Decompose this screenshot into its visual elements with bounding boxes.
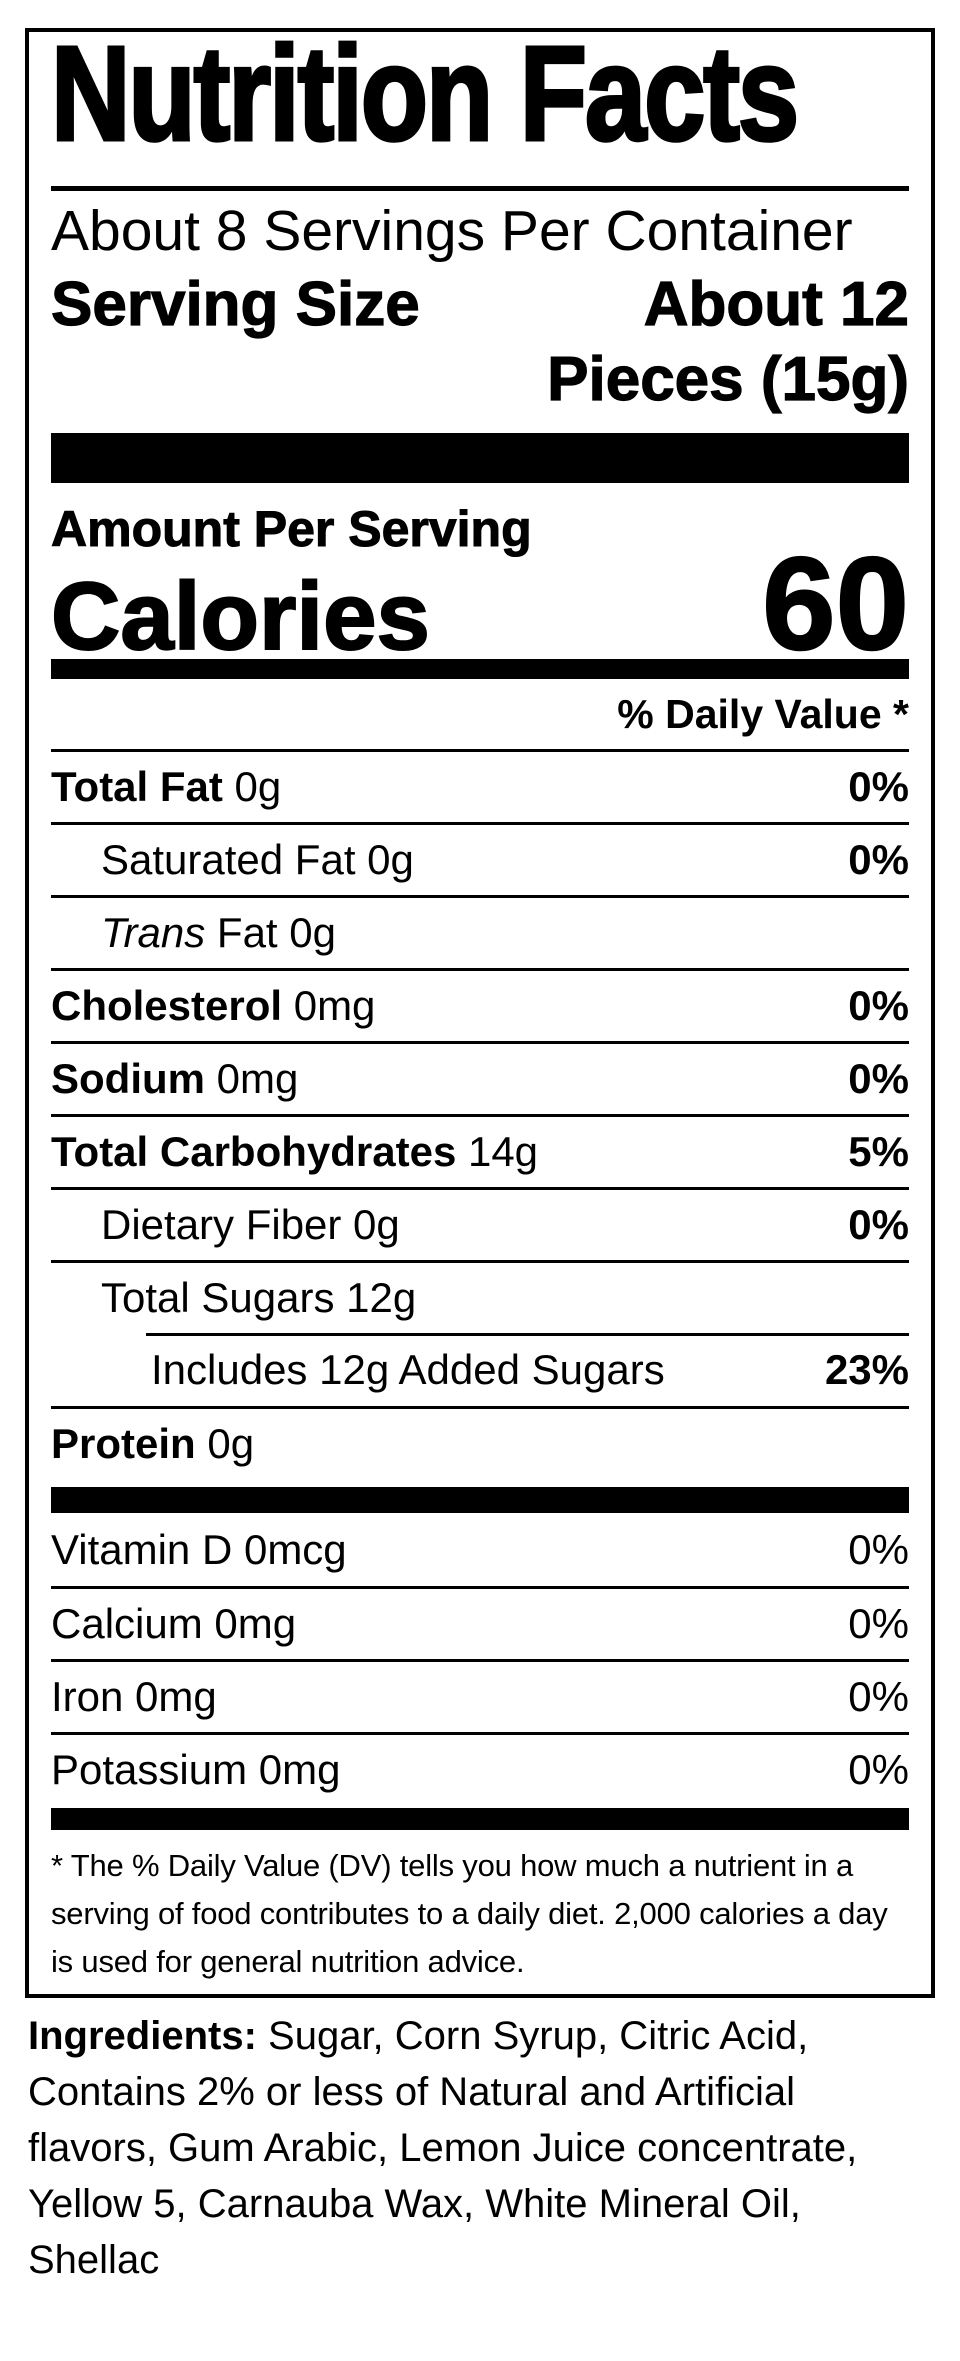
vitamin-row-iron: Iron 0mg 0%	[51, 1659, 909, 1732]
title-rule	[51, 186, 909, 191]
nutrient-dv: 0%	[848, 1673, 909, 1720]
daily-value-header: % Daily Value *	[617, 690, 909, 737]
serving-size-label: Serving Size	[50, 269, 420, 339]
nutrient-dv: 0%	[848, 763, 909, 810]
nutrient-dv: 0%	[848, 836, 909, 883]
nutrient-dv: 0%	[848, 1600, 909, 1647]
serving-size-row: Serving Size About 12 Pieces (15g)	[50, 267, 910, 417]
nutrient-name: Potassium 0mg	[51, 1746, 341, 1793]
nutrient-name: Iron 0mg	[51, 1673, 217, 1720]
nutrient-row-added-sugars: Includes 12g Added Sugars 23%	[51, 1333, 909, 1406]
divider-bar-top	[51, 433, 909, 483]
nutrient-dv: 5%	[848, 1128, 909, 1175]
nutrient-dv: 0%	[848, 1055, 909, 1102]
nutrient-row-dietary-fiber: Dietary Fiber 0g 0%	[51, 1187, 909, 1260]
footnote: * The % Daily Value (DV) tells you how m…	[51, 1848, 888, 1979]
nutrient-name: Vitamin D 0mcg	[51, 1525, 347, 1573]
nutrient-name: Dietary Fiber 0g	[101, 1201, 400, 1248]
divider-bar-calories	[51, 659, 909, 679]
nutrient-name: Cholesterol 0mg	[51, 982, 376, 1029]
nutrient-name: Sodium 0mg	[51, 1055, 299, 1102]
divider-bar-vitamins	[51, 1487, 909, 1513]
nutrient-row-total-sugars: Total Sugars 12g	[51, 1260, 909, 1333]
nutrient-dv: 0%	[848, 1746, 909, 1793]
calories-label: Calories	[50, 563, 431, 670]
nutrient-name: Total Fat 0g	[51, 763, 282, 810]
vitamin-row-vitamin-d: Vitamin D 0mcg 0%	[51, 1513, 909, 1586]
nutrient-row-trans-fat: Trans Fat 0g	[51, 895, 909, 968]
nutrient-name: Protein 0g	[51, 1420, 255, 1467]
nutrient-row-total-carbohydrates: Total Carbohydrates 14g 5%	[51, 1114, 909, 1187]
label-title-text: Nutrition Facts	[49, 17, 800, 171]
ingredients-text: Sugar, Corn Syrup, Citric Acid, Contains…	[28, 2014, 858, 2282]
nutrient-name: Saturated Fat 0g	[101, 836, 414, 883]
nutrient-name: Total Carbohydrates 14g	[51, 1128, 539, 1175]
vitamin-row-potassium: Potassium 0mg 0%	[51, 1732, 909, 1805]
nutrient-name: Trans Fat 0g	[101, 909, 336, 956]
nutrition-facts-label: Nutrition Facts About 8 Servings Per Con…	[25, 17, 935, 1998]
nutrient-dv: 0%	[848, 1201, 909, 1248]
divider-bar-footnote	[51, 1808, 909, 1830]
ingredients-label: Ingredients:	[28, 2014, 257, 2058]
nutrient-name: Includes 12g Added Sugars	[151, 1345, 665, 1393]
ingredients-section: Ingredients: Sugar, Corn Syrup, Citric A…	[28, 2008, 932, 2288]
nutrient-name: Calcium 0mg	[51, 1600, 297, 1647]
serving-size-value-line-2: Pieces (15g)	[547, 344, 910, 414]
nutrient-dv: 0%	[848, 982, 909, 1029]
calories-row: Calories 60	[50, 530, 910, 677]
serving-size-value: About 12 Pieces (15g)	[547, 267, 910, 417]
nutrient-row-cholesterol: Cholesterol 0mg 0%	[51, 968, 909, 1041]
nutrient-name: Total Sugars 12g	[101, 1274, 417, 1321]
nutrient-dv: 23%	[824, 1345, 909, 1393]
nutrient-row-sodium: Sodium 0mg 0%	[51, 1041, 909, 1114]
nutrient-row-saturated-fat: Saturated Fat 0g 0%	[51, 822, 909, 895]
nutrient-dv: 0%	[848, 1525, 909, 1573]
nutrient-row-protein: Protein 0g	[51, 1406, 909, 1479]
label-title: Nutrition Facts	[49, 17, 909, 186]
vitamin-row-calcium: Calcium 0mg 0%	[51, 1586, 909, 1659]
amount-per-serving-label: Amount Per Serving	[51, 501, 533, 557]
serving-size-value-line-1: About 12	[643, 269, 909, 339]
servings-per-container: About 8 Servings Per Container	[51, 199, 853, 263]
calories-value: 60	[761, 530, 910, 677]
nutrient-row-total-fat: Total Fat 0g 0%	[51, 749, 909, 822]
